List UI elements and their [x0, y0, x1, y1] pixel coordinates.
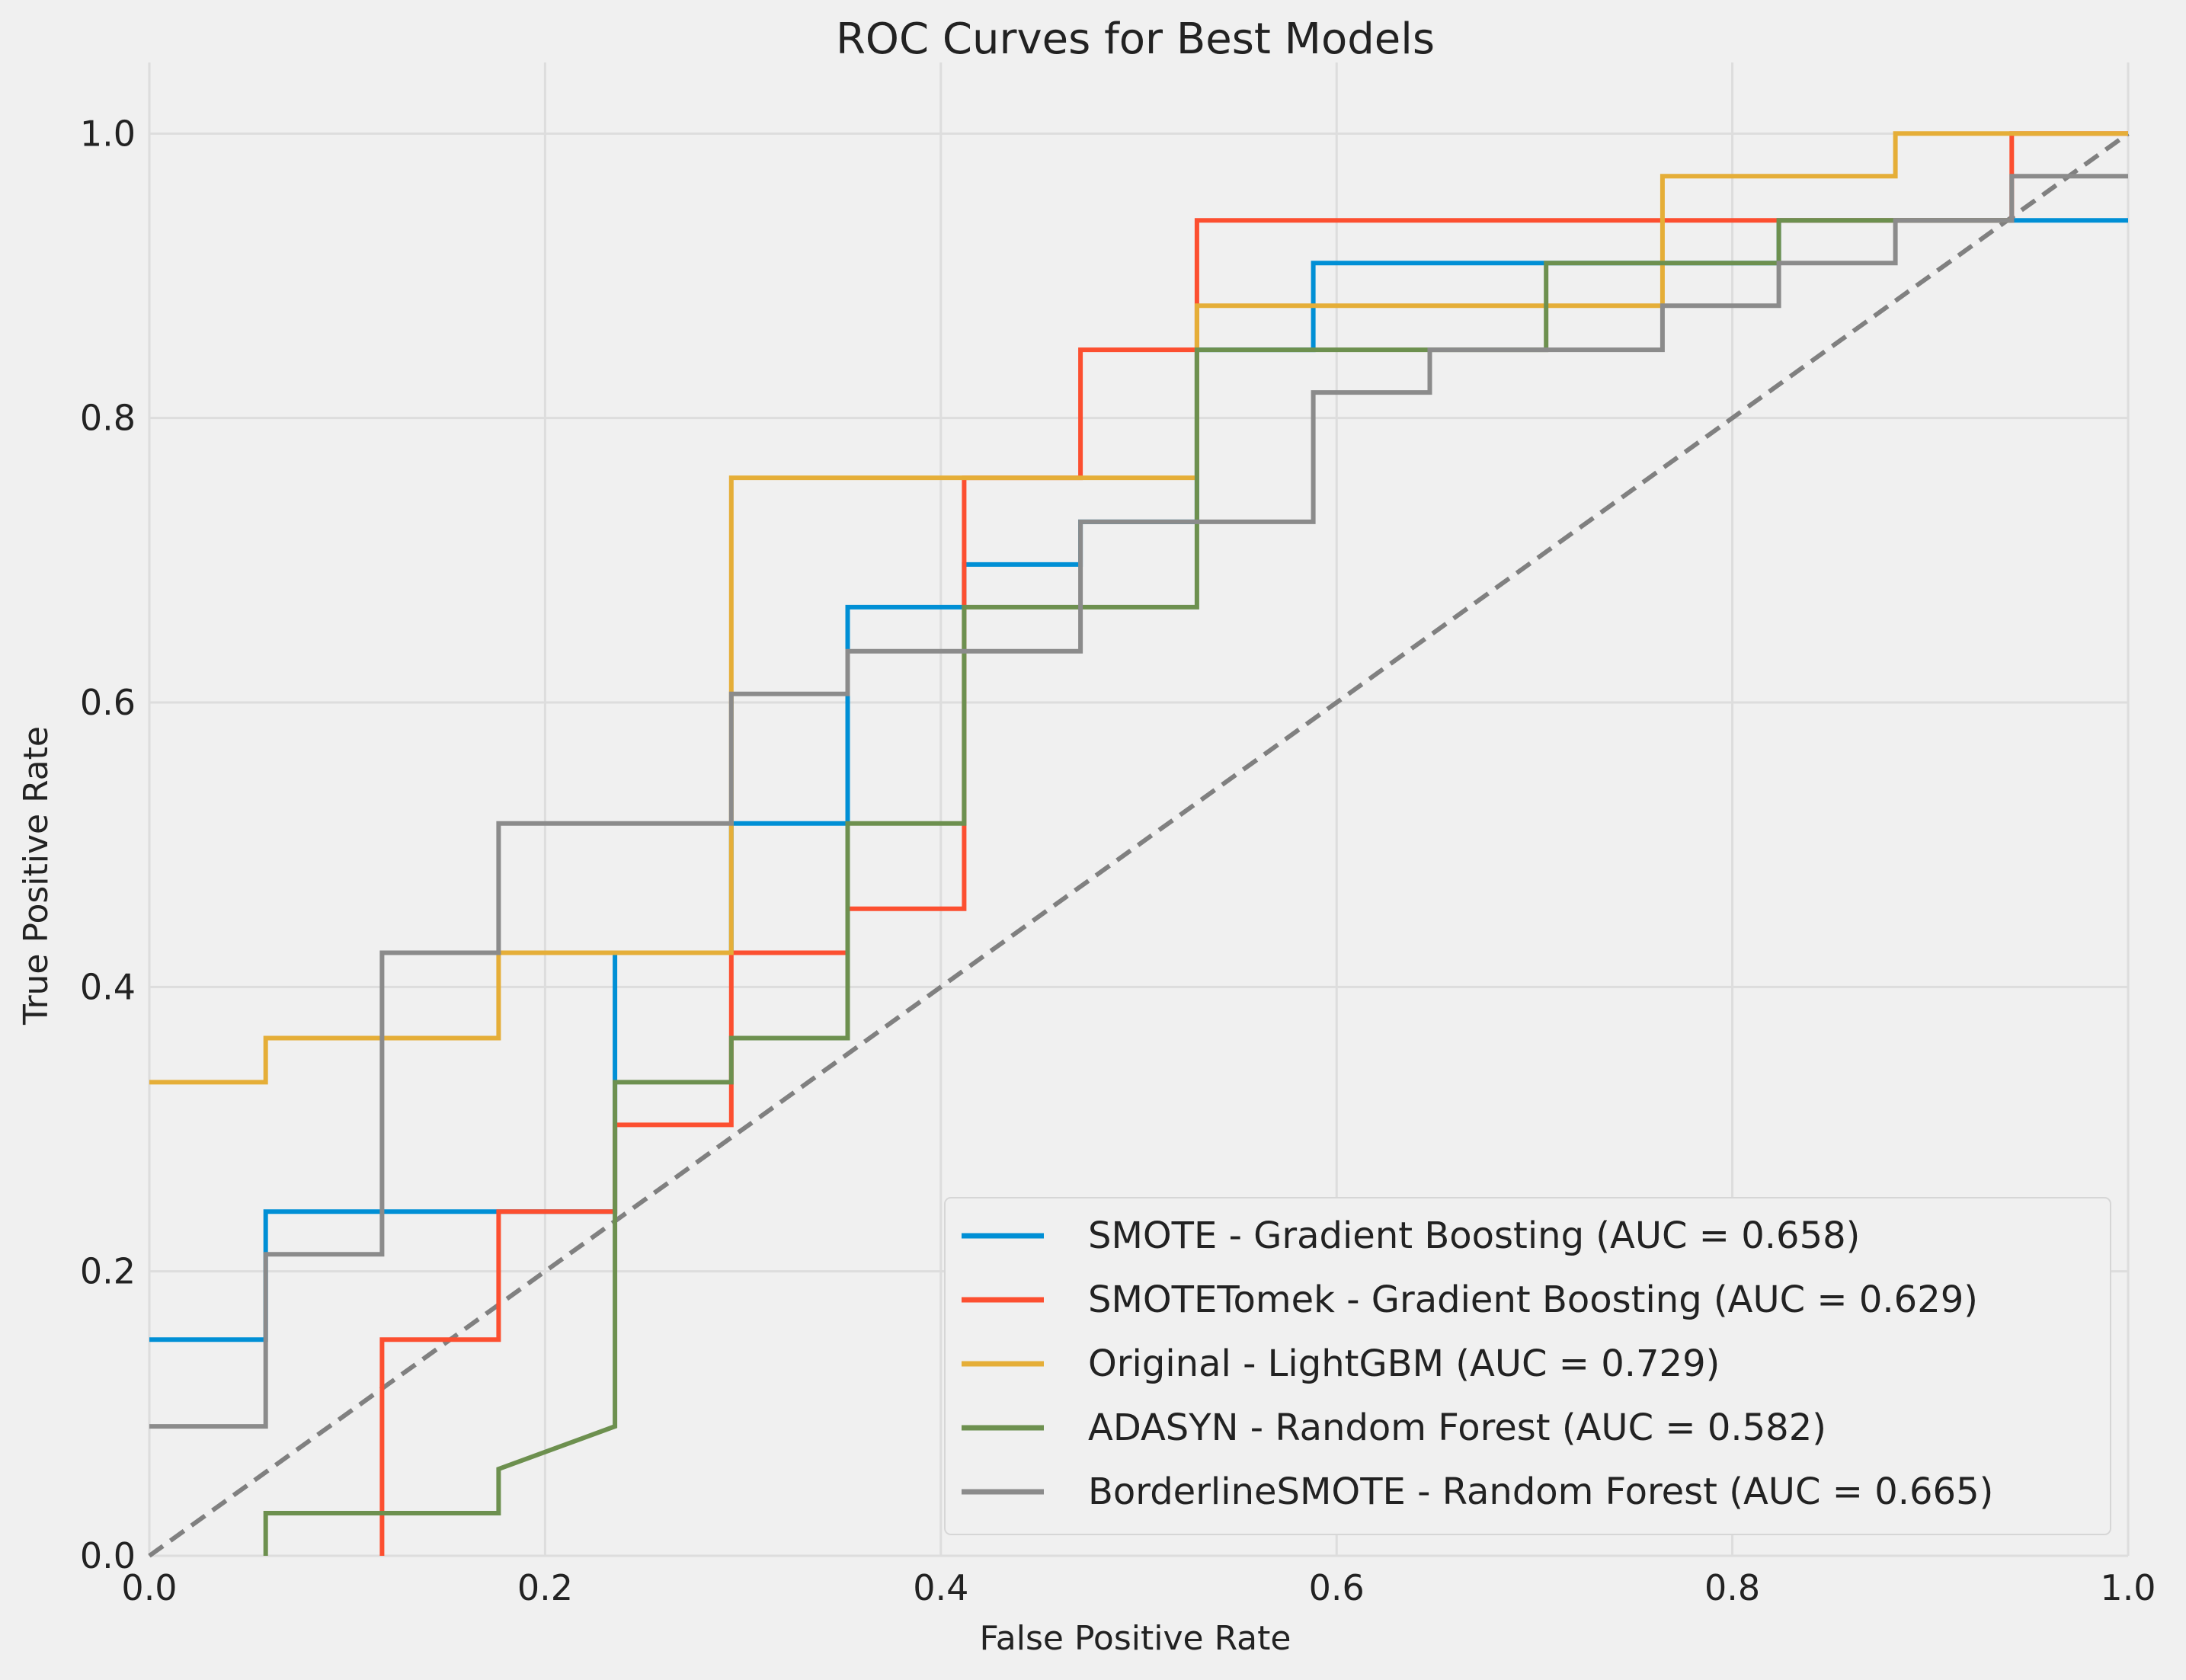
y-axis-label: True Positive Rate	[17, 726, 56, 1026]
legend: SMOTE - Gradient Boosting (AUC = 0.658) S…	[944, 1197, 2111, 1535]
legend-label-2: Original - LightGBM (AUC = 0.729)	[1088, 1342, 1720, 1385]
y-tick-label: 0.8	[80, 398, 136, 439]
x-tick-label: 0.4	[913, 1567, 968, 1608]
legend-label-4: BorderlineSMOTE - Random Forest (AUC = 0…	[1088, 1470, 1993, 1513]
x-axis-label: False Positive Rate	[980, 1619, 1291, 1658]
series-line-3	[263, 218, 2012, 1556]
reference-line	[148, 131, 2130, 1558]
x-tick-label: 0.2	[517, 1567, 573, 1608]
reference-diagonal	[148, 131, 2130, 1558]
y-tick-label: 0.2	[80, 1251, 136, 1292]
grid	[148, 62, 2130, 1557]
series-line-4	[149, 174, 2128, 1429]
legend-label-0: SMOTE - Gradient Boosting (AUC = 0.658)	[1088, 1214, 1860, 1257]
series-lines	[149, 131, 2128, 1556]
y-tick-label: 0.0	[80, 1535, 136, 1576]
x-tick-label: 0.0	[121, 1567, 177, 1608]
series-line-2	[149, 131, 2128, 1085]
y-axis-ticks: 0.0 0.2 0.4 0.6 0.8 1.0	[80, 113, 136, 1576]
legend-label-3: ADASYN - Random Forest (AUC = 0.582)	[1088, 1406, 1826, 1449]
y-tick-label: 1.0	[80, 113, 136, 154]
chart-title: ROC Curves for Best Models	[836, 14, 1435, 64]
x-tick-label: 0.6	[1309, 1567, 1365, 1608]
x-axis-ticks: 0.0 0.2 0.4 0.6 0.8 1.0	[121, 1567, 2156, 1608]
y-tick-label: 0.6	[80, 682, 136, 723]
y-tick-label: 0.4	[80, 966, 136, 1007]
x-tick-label: 1.0	[2100, 1567, 2156, 1608]
legend-box	[944, 1197, 2111, 1535]
legend-label-1: SMOTETomek - Gradient Boosting (AUC = 0.…	[1088, 1278, 1978, 1321]
x-tick-label: 0.8	[1704, 1567, 1760, 1608]
